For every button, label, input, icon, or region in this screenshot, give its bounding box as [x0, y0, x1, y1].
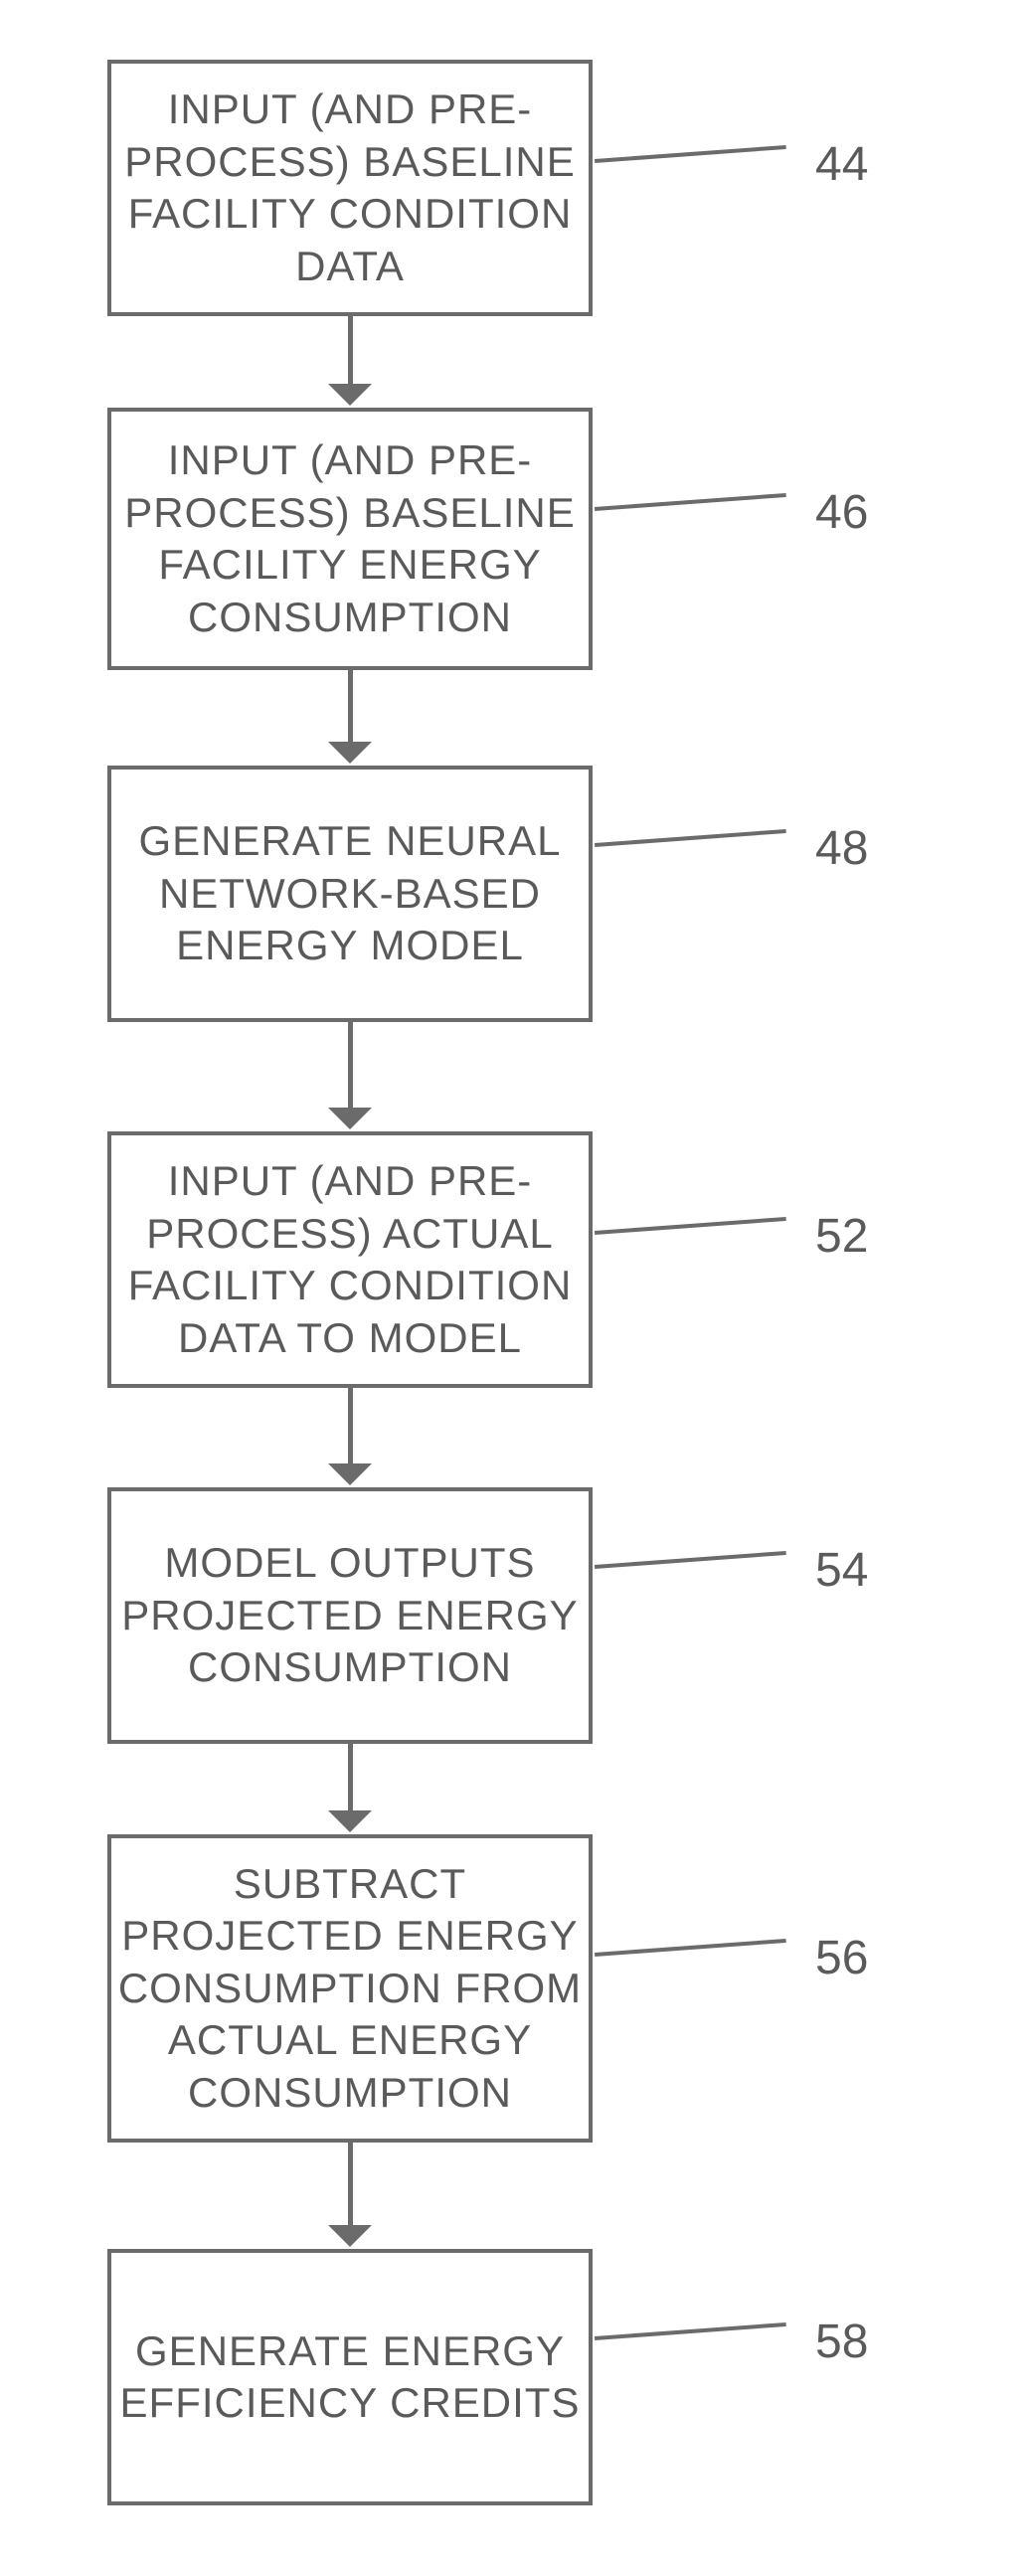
flowchart-box-text: MODEL OUTPUTS PROJECTED ENERGY CONSUMPTI…: [121, 1537, 578, 1694]
arrow-shaft: [348, 316, 353, 384]
reference-label-52: 52: [815, 1209, 868, 1264]
flowchart-box-text: SUBTRACT PROJECTED ENERGY CONSUMPTION FR…: [118, 1858, 582, 2120]
flowchart-box-b44: INPUT (AND PRE- PROCESS) BASELINE FACILI…: [107, 60, 593, 316]
arrow-shaft: [348, 2143, 353, 2225]
arrow-head-icon: [328, 384, 372, 406]
reference-label-48: 48: [815, 821, 868, 876]
arrow-head-icon: [328, 1810, 372, 1832]
reference-label-54: 54: [815, 1543, 868, 1598]
arrow-head-icon: [328, 2225, 372, 2247]
flowchart-box-text: GENERATE NEURAL NETWORK-BASED ENERGY MOD…: [139, 815, 562, 972]
reference-label-56: 56: [815, 1931, 868, 1985]
label-leader: [595, 1939, 785, 1957]
flowchart-box-text: GENERATE ENERGY EFFICIENCY CREDITS: [120, 2325, 581, 2430]
arrow-shaft: [348, 670, 353, 742]
flowchart-box-b52: INPUT (AND PRE- PROCESS) ACTUAL FACILITY…: [107, 1131, 593, 1388]
flowchart-box-text: INPUT (AND PRE- PROCESS) BASELINE FACILI…: [124, 84, 575, 292]
flowchart-box-b46: INPUT (AND PRE- PROCESS) BASELINE FACILI…: [107, 408, 593, 670]
label-leader: [595, 1217, 785, 1235]
label-leader: [595, 2322, 785, 2340]
label-leader: [595, 829, 785, 847]
reference-label-58: 58: [815, 2315, 868, 2369]
arrow-head-icon: [328, 1463, 372, 1485]
flowchart-box-text: INPUT (AND PRE- PROCESS) BASELINE FACILI…: [124, 434, 575, 643]
arrow-head-icon: [328, 742, 372, 764]
label-leader: [595, 493, 785, 511]
flowchart-box-b56: SUBTRACT PROJECTED ENERGY CONSUMPTION FR…: [107, 1834, 593, 2143]
arrow-head-icon: [328, 1108, 372, 1129]
reference-label-46: 46: [815, 485, 868, 540]
flowchart-box-b54: MODEL OUTPUTS PROJECTED ENERGY CONSUMPTI…: [107, 1487, 593, 1744]
label-leader: [595, 145, 785, 163]
arrow-shaft: [348, 1388, 353, 1463]
arrow-shaft: [348, 1022, 353, 1108]
label-leader: [595, 1551, 785, 1569]
flowchart-box-b48: GENERATE NEURAL NETWORK-BASED ENERGY MOD…: [107, 766, 593, 1022]
arrow-shaft: [348, 1744, 353, 1810]
flowchart-box-text: INPUT (AND PRE- PROCESS) ACTUAL FACILITY…: [128, 1155, 573, 1364]
flowchart-box-b58: GENERATE ENERGY EFFICIENCY CREDITS: [107, 2249, 593, 2505]
reference-label-44: 44: [815, 137, 868, 192]
flowchart-canvas: INPUT (AND PRE- PROCESS) BASELINE FACILI…: [0, 0, 1032, 2576]
